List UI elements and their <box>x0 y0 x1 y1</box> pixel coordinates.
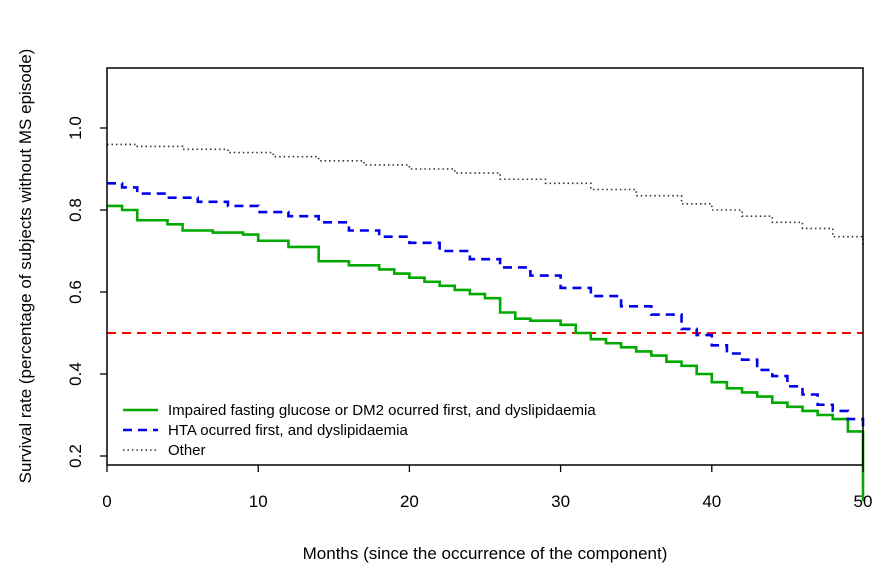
x-tick-label: 40 <box>702 492 721 511</box>
series-line-1 <box>107 204 865 502</box>
y-tick-label: 0.6 <box>66 280 85 304</box>
series-line-2 <box>107 182 865 428</box>
x-tick-label: 10 <box>249 492 268 511</box>
legend-label-3: Other <box>168 442 206 459</box>
legend: Impaired fasting glucose or DM2 ocurred … <box>123 402 596 459</box>
y-tick-label: 1.0 <box>66 116 85 140</box>
x-tick-label: 30 <box>551 492 570 511</box>
y-tick-label: 0.4 <box>66 362 85 386</box>
plot-frame <box>106 67 864 466</box>
y-tick-label: 0.2 <box>66 444 85 468</box>
x-tick-label: 20 <box>400 492 419 511</box>
series-line-3 <box>107 143 864 245</box>
y-tick-label: 0.8 <box>66 198 85 222</box>
legend-label-2: HTA ocurred first, and dyslipidaemia <box>168 422 408 439</box>
axes: 0 10 20 30 40 50 0.2 0.4 0.6 0.8 1.0 <box>66 116 872 511</box>
x-axis-title: Months (since the occurrence of the comp… <box>303 544 668 563</box>
y-axis-title: Survival rate (percentage of subjects wi… <box>16 49 35 484</box>
x-tick-label: 50 <box>854 492 873 511</box>
legend-label-1: Impaired fasting glucose or DM2 ocurred … <box>168 402 596 419</box>
plot-area <box>107 143 865 502</box>
x-tick-label: 0 <box>102 492 111 511</box>
